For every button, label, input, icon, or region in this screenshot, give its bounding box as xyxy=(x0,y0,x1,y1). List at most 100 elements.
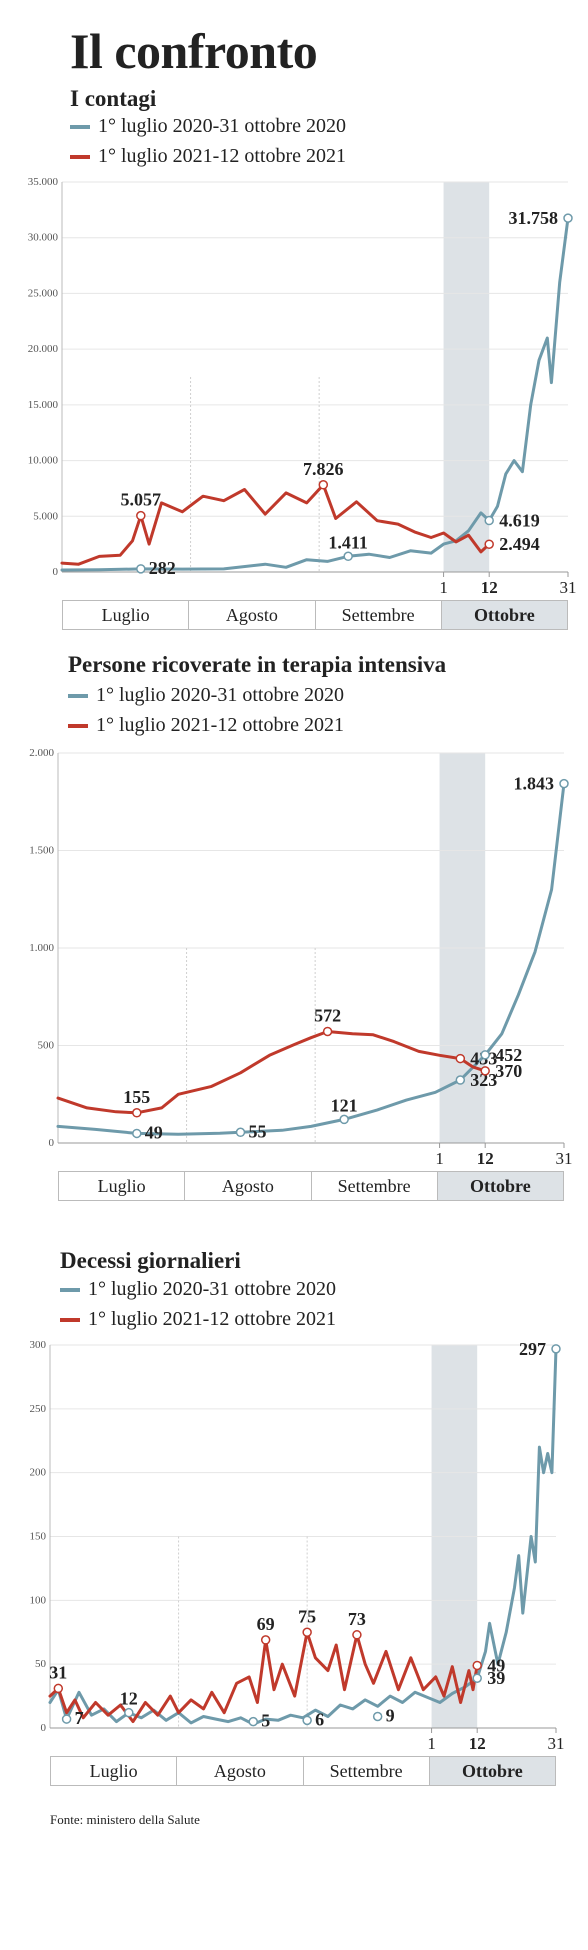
month-bar: Luglio Agosto Settembre Ottobre xyxy=(62,600,568,630)
x-tick-label: 31 xyxy=(548,1734,565,1753)
data-point-marker xyxy=(472,1673,482,1683)
data-point-marker xyxy=(480,1066,490,1076)
data-point-marker xyxy=(484,539,494,549)
october-highlight-band xyxy=(443,182,490,572)
x-tick-label: 12 xyxy=(477,1149,494,1168)
x-tick-label: 1 xyxy=(435,1149,444,1168)
data-point-marker xyxy=(260,1635,271,1645)
page-title: Il confronto xyxy=(70,23,318,79)
data-label: 121 xyxy=(331,1095,358,1115)
y-tick-label: 0 xyxy=(41,1722,47,1734)
month-luglio: Luglio xyxy=(59,1172,186,1200)
y-tick-label: 250 xyxy=(30,1403,47,1415)
month-bar: Luglio Agosto Settembre Ottobre xyxy=(58,1171,564,1201)
data-point-marker xyxy=(302,1627,312,1637)
y-tick-label: 25.000 xyxy=(28,287,59,299)
data-label: 69 xyxy=(257,1614,275,1634)
y-tick-label: 2.000 xyxy=(29,747,54,759)
month-settembre: Settembre xyxy=(315,601,442,629)
series-line-2020 xyxy=(48,1347,558,1726)
legend-label-2021: 1° luglio 2021-12 ottobre 2021 xyxy=(98,145,346,167)
legend-swatch-2021 xyxy=(60,1317,80,1322)
y-tick-label: 0 xyxy=(49,1137,55,1149)
legend-item-2021: 1° luglio 2021-12 ottobre 2021 xyxy=(70,145,346,168)
data-point-marker xyxy=(484,515,494,526)
y-tick-label: 0 xyxy=(53,566,59,578)
x-tick-label: 12 xyxy=(469,1734,486,1753)
data-label: 75 xyxy=(298,1606,316,1626)
series-line-2021 xyxy=(48,1630,479,1724)
data-point-marker xyxy=(372,1711,383,1722)
x-tick-label: 31 xyxy=(556,1149,573,1168)
chart-panel-contagi: I contagi 1° luglio 2020-31 ottobre 2020… xyxy=(0,0,588,640)
legend-swatch-2021 xyxy=(68,723,88,728)
data-label: 2.494 xyxy=(499,534,540,554)
data-label: 49 xyxy=(487,1655,505,1675)
data-label: 1.411 xyxy=(328,532,368,552)
data-point-marker xyxy=(563,213,573,223)
data-point-marker xyxy=(53,1683,64,1694)
month-ottobre: Ottobre xyxy=(437,1172,563,1200)
month-agosto: Agosto xyxy=(185,1172,312,1200)
data-label: 323 xyxy=(470,1070,497,1090)
data-label: 39 xyxy=(487,1668,505,1688)
data-point-marker xyxy=(455,1075,466,1085)
legend-item-2020: 1° luglio 2020-31 ottobre 2020 xyxy=(60,1278,336,1301)
data-label: 73 xyxy=(348,1609,366,1629)
data-point-marker xyxy=(248,1716,258,1727)
data-point-marker xyxy=(339,1114,349,1125)
legend-label-2020: 1° luglio 2020-31 ottobre 2020 xyxy=(96,684,344,706)
chart-decessi: 0 50 100 150 200 250 300 1 12 31 31 7 12 69 5 75 6 73 9 493… xyxy=(30,1339,565,1753)
chart-title: Persone ricoverate in terapia intensiva xyxy=(68,652,447,677)
series-line-2020 xyxy=(60,216,570,572)
y-tick-label: 20.000 xyxy=(28,343,59,355)
data-point-marker xyxy=(136,564,146,574)
data-label: 55 xyxy=(248,1121,266,1141)
data-point-marker xyxy=(480,1050,490,1060)
data-label: 4.619 xyxy=(499,511,540,531)
legend-item-2021: 1° luglio 2021-12 ottobre 2021 xyxy=(60,1308,336,1331)
y-tick-label: 50 xyxy=(35,1658,47,1670)
data-label: 7.826 xyxy=(303,459,344,479)
chart-panel-terapia-intensiva: Persone ricoverate in terapia intensiva … xyxy=(0,640,588,1220)
data-point-marker xyxy=(455,1053,466,1064)
data-label: 572 xyxy=(314,1005,341,1025)
data-point-marker xyxy=(322,1026,333,1037)
data-point-marker xyxy=(235,1127,246,1138)
data-point-marker xyxy=(136,510,146,521)
data-label: 1.843 xyxy=(514,774,555,794)
legend-item-2021: 1° luglio 2021-12 ottobre 2021 xyxy=(68,714,344,737)
month-bar: Luglio Agosto Settembre Ottobre xyxy=(50,1756,556,1786)
y-tick-label: 200 xyxy=(30,1467,47,1479)
x-tick-label: 31 xyxy=(560,578,577,597)
chart-terapia-intensiva: 05001.0001.5002.000112311555724955121433… xyxy=(29,747,573,1168)
legend-label-2021: 1° luglio 2021-12 ottobre 2021 xyxy=(96,714,344,736)
month-ottobre: Ottobre xyxy=(429,1757,555,1785)
x-tick-label: 1 xyxy=(427,1734,436,1753)
y-tick-label: 10.000 xyxy=(28,455,59,467)
x-tick-label: 12 xyxy=(481,578,498,597)
data-label: 155 xyxy=(123,1087,150,1107)
month-luglio: Luglio xyxy=(63,601,190,629)
legend-item-2020: 1° luglio 2020-31 ottobre 2020 xyxy=(70,115,346,138)
month-ottobre: Ottobre xyxy=(441,601,567,629)
legend-label-2020: 1° luglio 2020-31 ottobre 2020 xyxy=(88,1278,336,1300)
legend-swatch-2020 xyxy=(70,124,90,129)
y-tick-label: 15.000 xyxy=(28,399,59,411)
month-luglio: Luglio xyxy=(51,1757,178,1785)
y-tick-label: 1.500 xyxy=(29,845,54,857)
y-tick-label: 35.000 xyxy=(28,176,59,188)
data-point-marker xyxy=(472,1660,482,1671)
data-label: 31.758 xyxy=(509,208,559,228)
data-point-marker xyxy=(559,778,569,789)
x-tick-label: 1 xyxy=(439,578,448,597)
data-point-marker xyxy=(302,1715,312,1726)
legend-swatch-2020 xyxy=(60,1287,80,1292)
data-point-marker xyxy=(61,1714,72,1724)
data-point-marker xyxy=(343,551,353,562)
legend-swatch-2020 xyxy=(68,693,88,698)
data-label: 7 xyxy=(75,1708,84,1728)
series-line-2020 xyxy=(56,782,566,1136)
data-label: 12 xyxy=(120,1689,138,1709)
legend-swatch-2021 xyxy=(70,154,90,159)
